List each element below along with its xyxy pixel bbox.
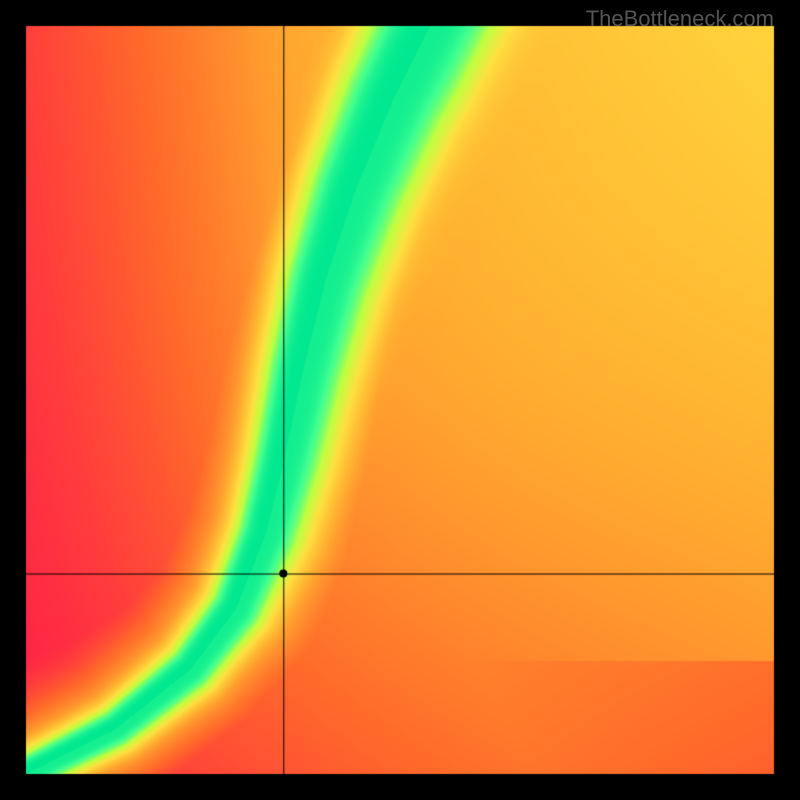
- watermark-text: TheBottleneck.com: [586, 6, 774, 32]
- heatmap-canvas: [0, 0, 800, 800]
- chart-container: TheBottleneck.com: [0, 0, 800, 800]
